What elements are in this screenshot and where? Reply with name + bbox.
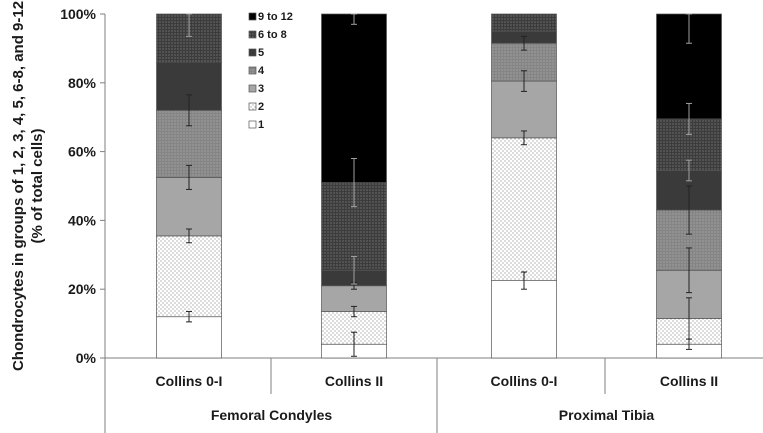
y-axis-title-line2: (% of total cells) bbox=[29, 128, 46, 243]
x-category-label: Collins 0-I bbox=[156, 373, 223, 389]
legend-swatch bbox=[248, 84, 257, 93]
legend-label: 6 to 8 bbox=[258, 29, 287, 41]
x-category-label: Collins II bbox=[660, 373, 718, 389]
legend-label: 9 to 12 bbox=[258, 11, 293, 23]
y-tick-label: 0% bbox=[76, 350, 97, 366]
bar-segment bbox=[156, 316, 222, 359]
y-tick-label: 40% bbox=[68, 212, 97, 228]
y-tick-labels: 0% 20% 40% 60% 80% 100% bbox=[60, 6, 96, 366]
y-tick-label: 60% bbox=[68, 144, 97, 160]
legend-label: 4 bbox=[258, 65, 265, 77]
x-category-labels: Collins 0-I Collins II Collins 0-I Collins … bbox=[156, 373, 719, 423]
legend-label: 1 bbox=[258, 119, 264, 131]
error-bars bbox=[186, 13, 692, 357]
x-group-label: Proximal Tibia bbox=[559, 407, 655, 423]
legend-label: 5 bbox=[258, 47, 264, 59]
x-category-label: Collins II bbox=[325, 373, 383, 389]
legend-swatch bbox=[248, 30, 257, 39]
bars bbox=[156, 13, 722, 359]
y-tick-label: 80% bbox=[68, 75, 97, 91]
legend-swatch bbox=[248, 120, 257, 129]
bar-segment bbox=[491, 280, 557, 359]
legend-label: 3 bbox=[258, 83, 264, 95]
legend-swatch bbox=[248, 66, 257, 75]
y-tick-label: 100% bbox=[60, 6, 96, 22]
bar-segment bbox=[321, 13, 387, 183]
legend-swatch bbox=[248, 102, 257, 111]
legend-label: 2 bbox=[258, 101, 264, 113]
bar-segment bbox=[491, 13, 557, 32]
legend-swatch bbox=[248, 48, 257, 57]
legend-swatch bbox=[248, 12, 257, 21]
legend: 9 to 12 6 to 8 5 4 3 2 1 bbox=[248, 11, 293, 131]
x-category-label: Collins 0-I bbox=[491, 373, 558, 389]
x-group-label: Femoral Condyles bbox=[211, 407, 333, 423]
y-axis-title-line1: Chondrocytes in groups of 1, 2, 3, 4, 5,… bbox=[10, 1, 27, 371]
y-tick-label: 20% bbox=[68, 281, 97, 297]
bar-segment bbox=[491, 137, 557, 281]
bar-segment bbox=[156, 235, 222, 318]
